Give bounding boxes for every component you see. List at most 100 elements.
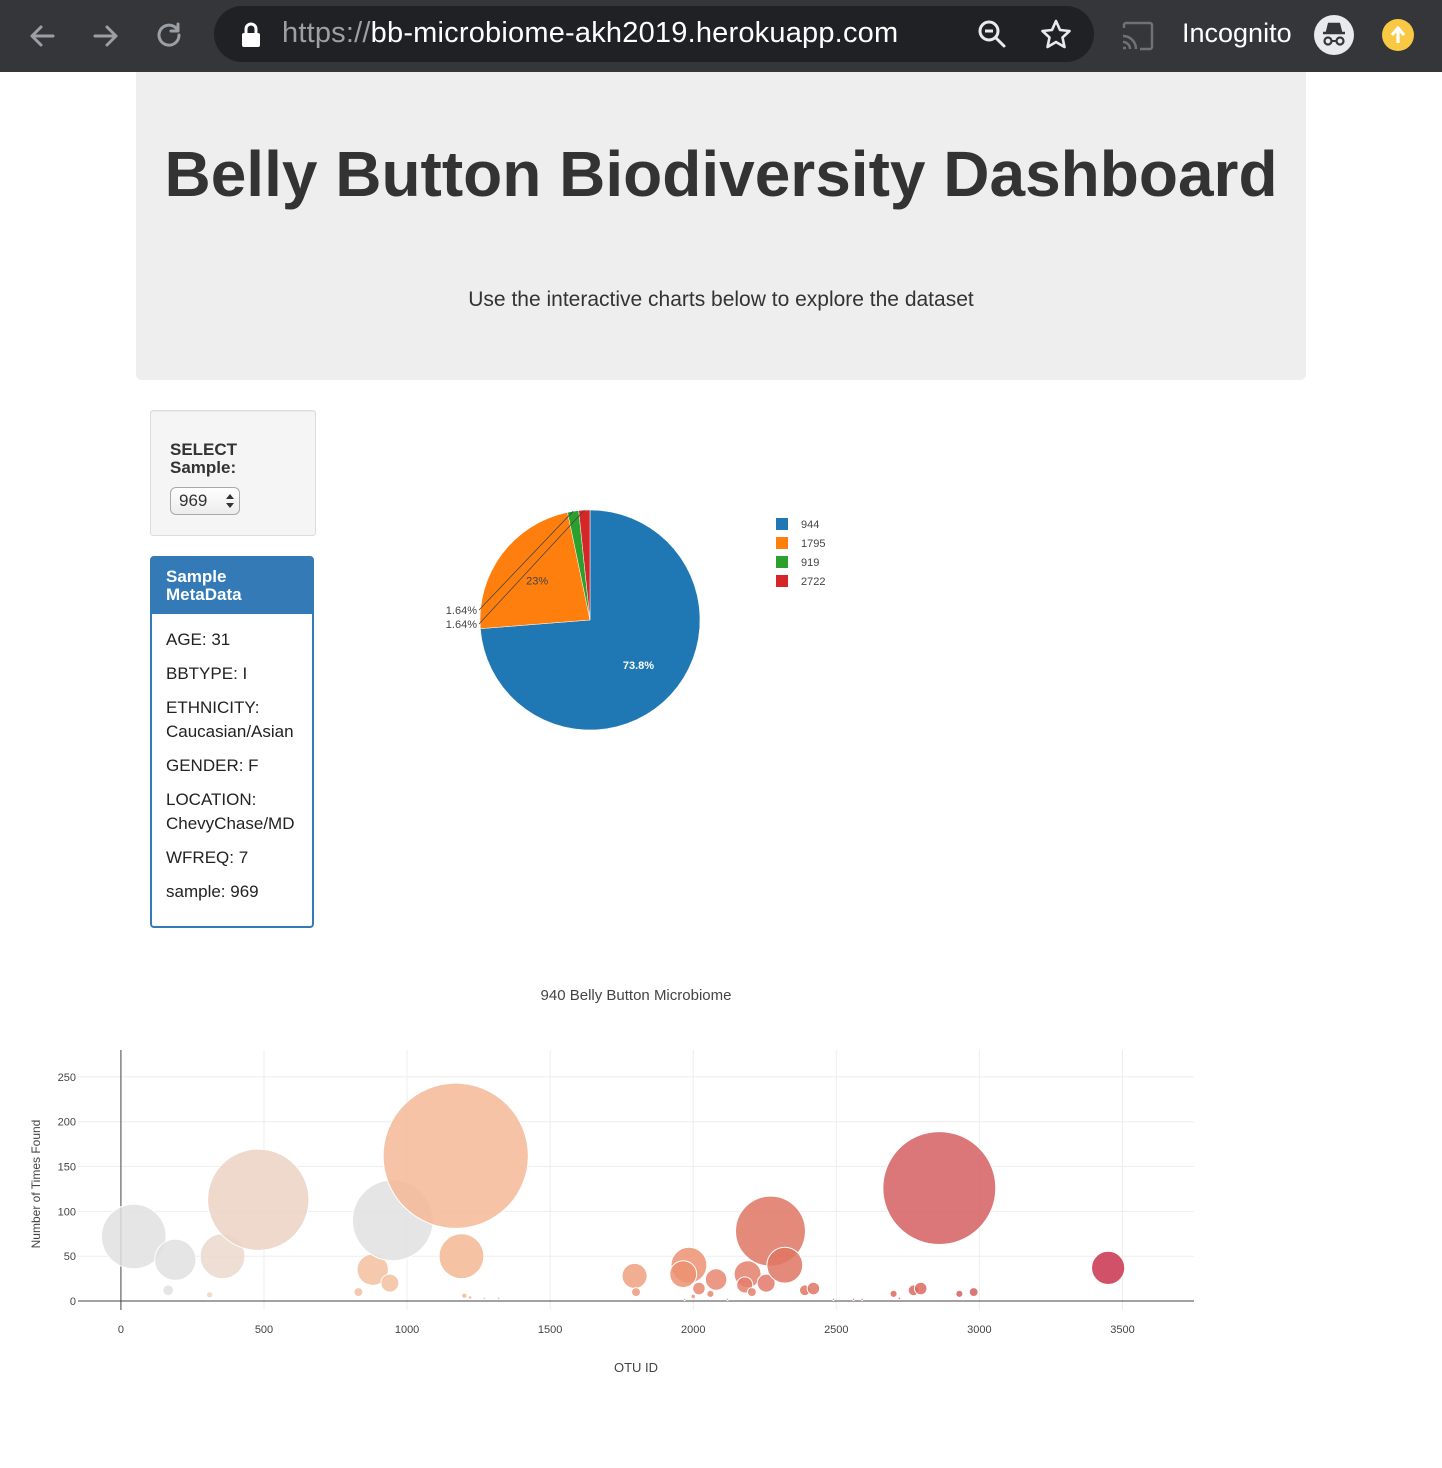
- bubble-point[interactable]: [461, 1292, 468, 1299]
- bubble-point[interactable]: [162, 1284, 175, 1297]
- reload-button[interactable]: [148, 14, 192, 58]
- bubble-point[interactable]: [831, 1297, 836, 1301]
- y-tick-label: 0: [70, 1296, 76, 1308]
- legend-swatch[interactable]: [776, 575, 788, 587]
- bubble-point[interactable]: [438, 1233, 485, 1280]
- url-host: bb-microbiome-akh2019.herokuapp.com: [370, 17, 899, 49]
- bubble-point[interactable]: [704, 1268, 728, 1291]
- bubble-point[interactable]: [766, 1246, 804, 1284]
- metadata-panel-heading: Sample MetaData: [152, 558, 312, 614]
- metadata-panel-title: Sample MetaData: [166, 567, 242, 604]
- lock-icon: [242, 22, 260, 47]
- y-tick-label: 200: [58, 1117, 76, 1129]
- forward-button[interactable]: [84, 14, 128, 58]
- x-tick-label: 2000: [681, 1324, 705, 1336]
- bubble-point[interactable]: [154, 1238, 197, 1281]
- bubble-point[interactable]: [733, 1260, 762, 1289]
- bubble-point[interactable]: [913, 1281, 928, 1296]
- bubble-point[interactable]: [736, 1276, 754, 1294]
- bubble-point[interactable]: [682, 1297, 687, 1301]
- arrow-right-icon: [93, 25, 118, 47]
- bubble-point[interactable]: [735, 1195, 806, 1267]
- bubble-point[interactable]: [631, 1287, 641, 1298]
- bubble-point[interactable]: [669, 1260, 698, 1289]
- pie-leader-line: [478, 509, 585, 625]
- pie-slice-919[interactable]: [567, 510, 591, 621]
- bubble-point[interactable]: [690, 1293, 696, 1300]
- zoom-icon[interactable]: [976, 18, 1008, 50]
- browser-toolbar: https://bb-microbiome-akh2019.herokuapp.…: [0, 0, 1442, 72]
- bubble-point[interactable]: [692, 1281, 706, 1296]
- bubble-point[interactable]: [806, 1281, 821, 1296]
- bubble-point[interactable]: [351, 1179, 434, 1262]
- legend-swatch[interactable]: [776, 556, 788, 568]
- metadata-item: ETHNICITY: Caucasian/Asian: [166, 698, 294, 741]
- x-tick-label: 1500: [538, 1324, 562, 1336]
- pie-slice-1795[interactable]: [479, 512, 591, 629]
- bubble-chart-title: 940 Belly Button Microbiome: [541, 987, 732, 1004]
- y-tick-label: 150: [58, 1162, 76, 1174]
- bubble-point[interactable]: [380, 1273, 400, 1293]
- legend-label[interactable]: 919: [801, 557, 819, 569]
- bubble-point[interactable]: [897, 1296, 902, 1301]
- bubble-point[interactable]: [882, 1131, 997, 1246]
- pie-slice-944[interactable]: [480, 509, 701, 731]
- legend-label[interactable]: 2722: [801, 576, 825, 588]
- bubble-point[interactable]: [889, 1289, 898, 1298]
- bubble-point[interactable]: [382, 1082, 529, 1229]
- bubble-point[interactable]: [955, 1289, 964, 1298]
- bubble-point[interactable]: [746, 1287, 757, 1298]
- cast-icon[interactable]: [1120, 20, 1156, 52]
- bubble-point[interactable]: [670, 1246, 708, 1284]
- bubble-point[interactable]: [968, 1287, 979, 1298]
- bubble-point[interactable]: [199, 1233, 246, 1280]
- page-subtitle: Use the interactive charts below to expl…: [468, 288, 974, 311]
- bookmark-star-icon[interactable]: [1040, 18, 1072, 50]
- bubble-point[interactable]: [207, 1148, 310, 1251]
- bubble-point[interactable]: [798, 1284, 811, 1297]
- metadata-item: GENDER: F: [166, 756, 259, 775]
- sample-selector-well: SELECT Sample: 969: [150, 410, 316, 536]
- x-tick-label: 500: [255, 1324, 273, 1336]
- x-tick-label: 3500: [1110, 1324, 1134, 1336]
- y-tick-label: 100: [58, 1206, 76, 1218]
- back-button[interactable]: [20, 14, 64, 58]
- y-tick-label: 50: [64, 1251, 76, 1263]
- metadata-item: sample: 969: [166, 882, 259, 901]
- x-axis-title: OTU ID: [614, 1360, 658, 1375]
- sample-select-value: 969: [179, 491, 208, 510]
- pie-percent-label: 73.8%: [623, 660, 654, 672]
- bubble-point[interactable]: [907, 1284, 920, 1297]
- address-bar[interactable]: https://bb-microbiome-akh2019.herokuapp.…: [214, 6, 1094, 62]
- bubble-point[interactable]: [101, 1203, 167, 1270]
- bubble-point[interactable]: [756, 1273, 776, 1293]
- legend-label[interactable]: 944: [801, 519, 819, 531]
- pie-slice-2722[interactable]: [578, 509, 591, 621]
- bubble-point[interactable]: [851, 1297, 856, 1301]
- legend-swatch[interactable]: [776, 518, 788, 530]
- incognito-label: Incognito: [1182, 18, 1292, 48]
- pie-leader-line: [478, 511, 574, 611]
- update-icon[interactable]: [1381, 18, 1415, 52]
- bubble-point[interactable]: [496, 1296, 501, 1301]
- bubble-point[interactable]: [621, 1262, 648, 1289]
- metadata-item: BBTYPE: I: [166, 664, 248, 683]
- bubble-point[interactable]: [353, 1287, 364, 1298]
- bubble-point[interactable]: [356, 1253, 389, 1286]
- pie-percent-label: 23%: [526, 575, 548, 587]
- y-tick-label: 250: [58, 1072, 76, 1084]
- legend-label[interactable]: 1795: [801, 538, 825, 550]
- reload-icon: [157, 22, 181, 47]
- bubble-point[interactable]: [482, 1296, 487, 1301]
- incognito-icon[interactable]: [1313, 14, 1355, 56]
- bubble-point[interactable]: [725, 1297, 730, 1301]
- bubble-point[interactable]: [860, 1297, 864, 1301]
- pie-percent-label: 1.64%: [446, 619, 477, 631]
- bubble-point[interactable]: [1091, 1250, 1126, 1285]
- bubble-point[interactable]: [205, 1291, 214, 1299]
- page-title: Belly Button Biodiversity Dashboard: [164, 138, 1278, 210]
- bubble-point[interactable]: [706, 1289, 715, 1298]
- legend-swatch[interactable]: [776, 537, 788, 549]
- sample-select[interactable]: 969: [170, 487, 240, 515]
- bubble-point[interactable]: [467, 1295, 473, 1300]
